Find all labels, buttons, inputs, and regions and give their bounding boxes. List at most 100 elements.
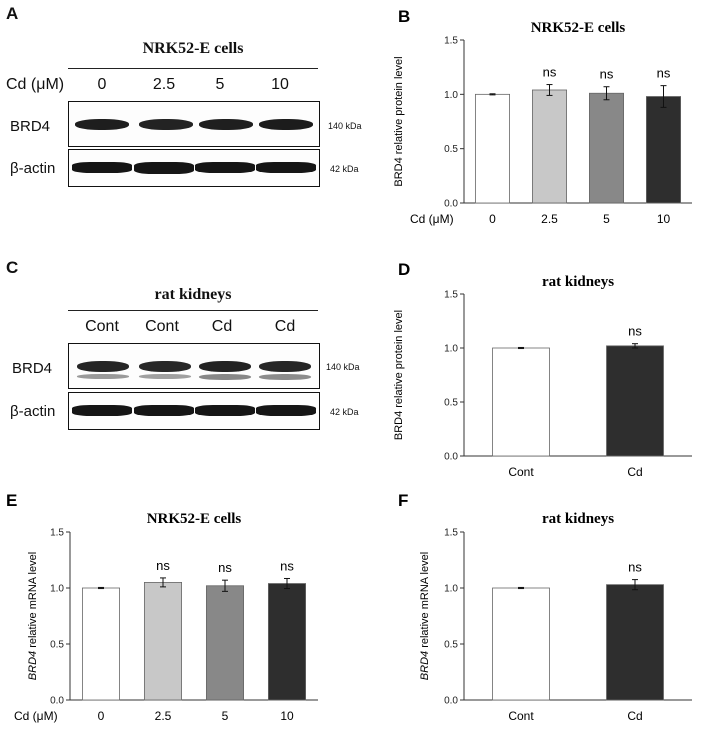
- category-label: Cd: [627, 709, 642, 723]
- category-label: 5: [222, 709, 229, 723]
- band: [75, 119, 129, 130]
- category-label: Cd: [627, 465, 642, 479]
- band: [199, 119, 253, 130]
- chart-b: B NRK52-E cells 0.0 0.5 1.0 1.5 BRD4 relative …: [393, 7, 692, 226]
- bar: [589, 92, 625, 204]
- blot-a-brd4-strip: [68, 101, 320, 147]
- bar: [143, 582, 182, 701]
- category-label: 5: [603, 212, 610, 226]
- blot-c-brd4-strip: [68, 343, 320, 389]
- blot-c-row-actin-label: β-actin: [10, 403, 56, 420]
- significance-label: ns: [218, 560, 232, 575]
- bar: [606, 345, 664, 457]
- chart-title: NRK52-E cells: [531, 20, 626, 36]
- y-tick-label: 1.5: [444, 290, 458, 301]
- y-tick-label: 1.5: [444, 36, 458, 47]
- blot-c-rule: [68, 310, 318, 311]
- y-tick-label: 1.0: [444, 90, 458, 101]
- blot-a-actin-strip: [68, 149, 320, 187]
- blot-c-lane-3: Cd: [211, 318, 233, 335]
- blot-a-brd4-kda: 140 kDa: [328, 121, 362, 131]
- blot-a-row-actin-label: β-actin: [10, 160, 56, 177]
- panel-letter-a: A: [6, 4, 19, 23]
- blot-c-lane-1: Cont: [85, 318, 119, 335]
- blot-a-lane-4: 10: [271, 76, 289, 93]
- bar: [82, 587, 121, 701]
- blot-c-title: rat kidneys: [154, 286, 232, 303]
- panel-letter-e: E: [6, 491, 17, 510]
- chart-e: E NRK52-E cells 0.0 0.5 1.0 1.5 BRD4 relative …: [6, 491, 318, 723]
- y-axis-label: BRD4 relative mRNA level: [419, 552, 431, 680]
- blot-a-lane-3: 5: [215, 76, 225, 93]
- y-axis-label: BRD4 relative protein level: [393, 56, 405, 186]
- significance-label: ns: [280, 558, 294, 573]
- y-tick-label: 0.5: [444, 640, 458, 651]
- band: [195, 405, 255, 416]
- significance-label: ns: [543, 65, 557, 80]
- category-label: 10: [657, 212, 671, 226]
- blot-a-actin-kda: 42 kDa: [330, 164, 359, 174]
- category-label: Cont: [508, 709, 534, 723]
- band: [199, 361, 251, 372]
- category-label: 10: [280, 709, 294, 723]
- y-axis-label: BRD4 relative mRNA level: [27, 552, 39, 680]
- category-label: 2.5: [541, 212, 558, 226]
- bar: [474, 93, 510, 204]
- chart-title: rat kidneys: [542, 274, 614, 290]
- bar: [205, 585, 244, 701]
- y-tick-label: 0.0: [50, 696, 64, 707]
- significance-label: ns: [156, 558, 170, 573]
- y-tick-label: 0.0: [444, 452, 458, 463]
- category-label: 2.5: [155, 709, 172, 723]
- blot-a-rule: [68, 68, 318, 69]
- band: [134, 405, 194, 416]
- blot-c-lane-4: Cd: [274, 318, 296, 335]
- band: [259, 374, 311, 380]
- panel-letter-f: F: [398, 491, 408, 510]
- y-tick-label: 1.0: [444, 344, 458, 355]
- band: [256, 162, 316, 173]
- y-tick-label: 0.5: [444, 144, 458, 155]
- blot-a-condition-label: Cd (μM): [6, 76, 65, 93]
- blot-a-row-brd4-label: BRD4: [10, 118, 51, 135]
- blot-c-actin-strip: [68, 392, 320, 430]
- blot-c-actin-kda: 42 kDa: [330, 407, 359, 417]
- bar: [606, 584, 664, 701]
- panel-letter-d: D: [398, 260, 410, 279]
- significance-label: ns: [600, 67, 614, 82]
- y-tick-label: 1.5: [50, 528, 64, 539]
- chart-title: NRK52-E cells: [147, 511, 242, 527]
- bar: [532, 89, 568, 204]
- band: [72, 405, 132, 416]
- band: [134, 162, 194, 174]
- significance-label: ns: [628, 324, 642, 339]
- bar: [267, 583, 306, 701]
- band: [199, 374, 251, 380]
- y-tick-label: 1.0: [50, 584, 64, 595]
- panel-letter-c: C: [6, 258, 19, 277]
- y-tick-label: 0.0: [444, 199, 458, 210]
- bar: [492, 347, 550, 457]
- blot-a-lane-2: 2.5: [152, 76, 176, 93]
- significance-label: ns: [657, 66, 671, 81]
- category-label: 0: [489, 212, 496, 226]
- panel-letter-b: B: [398, 7, 410, 26]
- band: [72, 162, 132, 173]
- band: [139, 374, 191, 379]
- band: [259, 361, 311, 372]
- bar: [492, 587, 550, 701]
- band: [139, 361, 191, 372]
- band: [77, 361, 129, 372]
- category-label: 0: [98, 709, 105, 723]
- band: [139, 119, 193, 130]
- band: [259, 119, 313, 130]
- y-tick-label: 0.0: [444, 696, 458, 707]
- chart-title: rat kidneys: [542, 511, 614, 527]
- y-tick-label: 1.5: [444, 528, 458, 539]
- y-tick-label: 0.5: [444, 398, 458, 409]
- x-axis-prefix-label: Cd (μM): [14, 709, 58, 723]
- significance-label: ns: [628, 560, 642, 575]
- band: [195, 162, 255, 173]
